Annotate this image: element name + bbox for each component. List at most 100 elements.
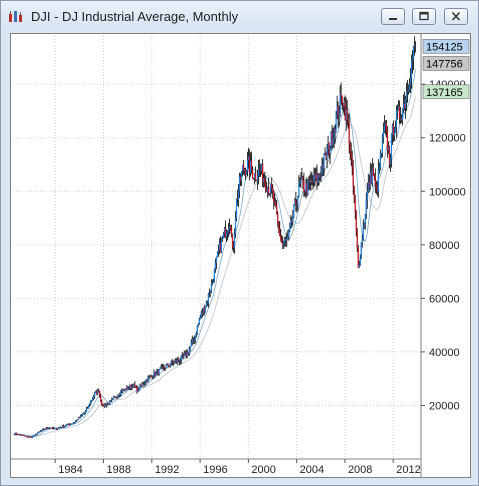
candle-body [220,239,223,253]
candle-body [196,325,198,334]
maximize-button[interactable] [412,8,436,25]
candle-body [363,222,365,226]
candle-body [238,176,241,191]
candle-body [310,179,312,183]
x-tick-label: 1984 [58,464,82,476]
candle-body [159,368,161,370]
candle-body [66,423,69,425]
candle-body [216,251,219,257]
x-tick-label: 2004 [300,464,324,476]
price-tag [422,39,470,54]
candle-body [235,198,238,219]
candle-body [229,226,232,229]
candle-body [70,423,73,425]
candle-body [105,405,107,407]
candle-body [64,425,67,427]
price-tag [422,56,470,71]
candle-body [90,401,92,405]
candle-body [128,388,130,390]
candle-body [86,408,88,412]
candle-body [222,233,225,239]
candle-body [242,164,245,171]
candle-body [321,165,323,176]
candle-body [262,164,264,183]
candle-body [88,405,90,409]
candle-body [92,398,94,401]
candle-body [93,396,95,399]
candle-body [402,104,405,110]
candle-body [246,159,249,171]
candle-body [254,173,256,179]
candle-body [13,434,15,436]
candle-body [255,173,257,180]
candle-body [51,427,54,429]
candle-body [147,377,149,382]
minimize-button[interactable] [381,8,405,25]
candle-body [336,105,338,115]
candle-body [335,114,337,133]
candle-body [221,238,224,240]
y-tick-label: 120000 [429,133,466,145]
candle-body [50,427,53,429]
candle-body [24,435,26,437]
candle-body [157,370,159,375]
candle-body [207,293,209,303]
candle-body [269,193,271,195]
candle-body [191,339,193,343]
price-tag [422,84,470,100]
candle-body [208,293,210,295]
candle-body [47,428,50,430]
price-tag-label: 137165 [426,87,463,99]
candle-body [319,174,321,178]
candle-body [406,90,409,92]
candle-body [331,132,333,146]
candle-body [160,367,162,369]
candle-body [411,58,414,60]
window-title: DJI - DJ Industrial Average, Monthly [31,9,239,24]
candle-body [239,176,242,181]
candle-body [295,200,297,206]
candle-body [213,268,215,282]
candle-body [227,228,230,232]
candle-body [136,386,138,393]
candle-body [168,365,170,367]
candle-body [286,238,288,240]
candle-body [129,385,131,389]
candle-body [203,307,205,313]
candle-body [372,168,374,176]
candle-body [300,179,302,182]
candle-body [340,93,342,96]
candle-body [79,415,82,418]
candle-body [369,172,371,188]
candle-body [115,396,117,398]
x-tick-label: 1988 [107,464,131,476]
candle-body [53,428,56,430]
candle-body [185,352,187,356]
candle-body [215,256,217,263]
candle-body [202,307,204,314]
candle-body [278,221,280,229]
candle-body [306,183,308,195]
candle-body [17,434,19,436]
candle-body [324,151,326,154]
candle-body [265,182,267,190]
candle-body [39,430,41,432]
candle-body [120,391,122,395]
candle-body [170,361,172,365]
price-chart[interactable]: 2000040000600008000010000012000014000019… [11,34,470,477]
close-button[interactable] [444,8,468,25]
candle-body [256,179,258,181]
candle-body [193,340,195,341]
chart-area[interactable]: 2000040000600008000010000012000014000019… [10,33,471,478]
candle-body [252,170,254,179]
candle-body [326,148,328,158]
candle-body [350,152,352,159]
candle-body [283,242,285,245]
title-bar[interactable]: DJI - DJ Industrial Average, Monthly [1,1,478,31]
candle-body [358,265,360,268]
candle-body [113,397,115,399]
candle-body [355,211,357,231]
candle-body [91,400,93,402]
candle-body [175,360,177,363]
candle-body [257,176,259,181]
